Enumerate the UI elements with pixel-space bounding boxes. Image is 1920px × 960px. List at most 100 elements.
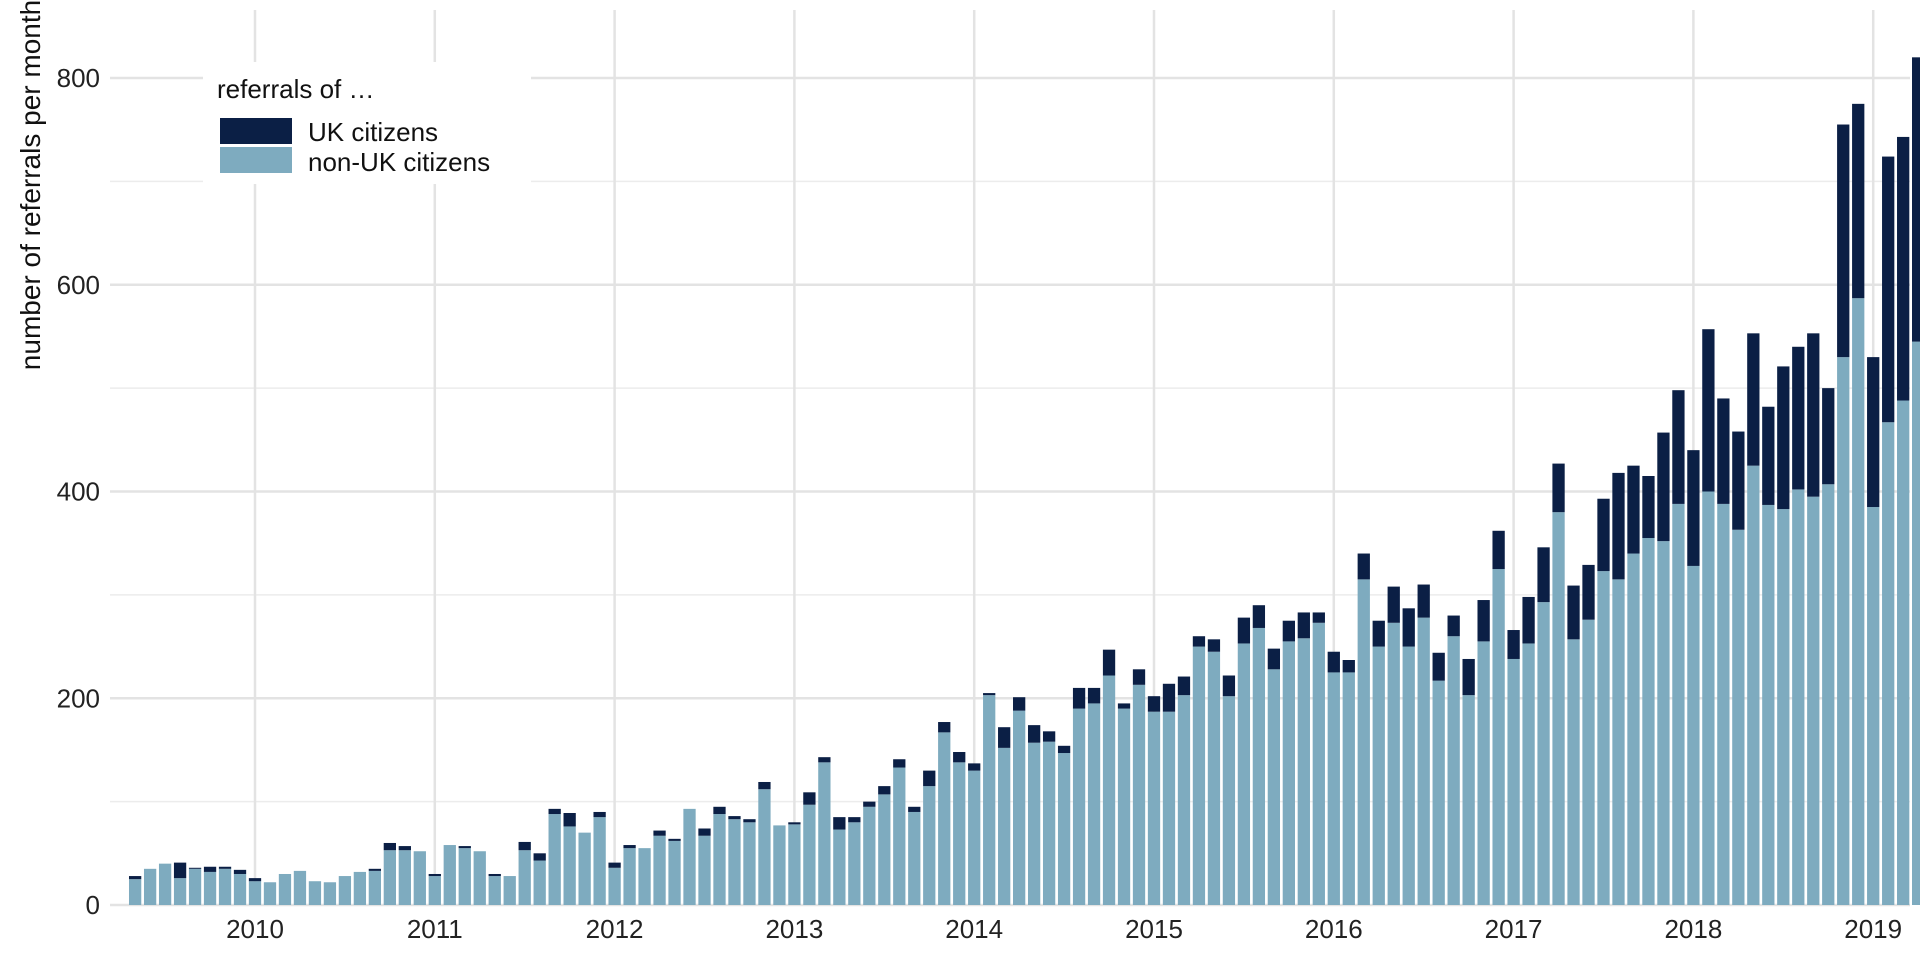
- bar-non-uk: [368, 870, 382, 905]
- bar-non-uk: [1207, 651, 1221, 905]
- bar-non-uk: [863, 806, 876, 905]
- x-tick-label: 2019: [1844, 914, 1902, 944]
- bar-non-uk: [1597, 571, 1610, 905]
- bar-uk: [608, 862, 621, 868]
- bar-uk: [848, 817, 861, 823]
- bar-uk: [1417, 584, 1430, 618]
- bar-non-uk: [1013, 710, 1026, 905]
- bar-uk: [1102, 649, 1116, 676]
- bar-non-uk: [1777, 509, 1790, 905]
- bar-non-uk: [428, 876, 441, 905]
- bar-non-uk: [1822, 484, 1835, 905]
- bar-uk: [758, 781, 771, 790]
- bar-non-uk: [218, 868, 232, 905]
- bar-uk: [1807, 333, 1820, 497]
- x-tick-label: 2017: [1485, 914, 1543, 944]
- bar-uk: [1672, 390, 1685, 504]
- bar-uk: [983, 693, 996, 696]
- bar-non-uk: [1177, 695, 1191, 905]
- bar-non-uk: [1252, 627, 1266, 905]
- bar-non-uk: [893, 767, 906, 905]
- bar-uk: [593, 811, 606, 818]
- bar-uk: [1837, 124, 1850, 358]
- bar-non-uk: [548, 814, 561, 905]
- bar-uk: [878, 786, 891, 795]
- bar-uk: [1282, 620, 1295, 642]
- bar-non-uk: [1717, 503, 1730, 905]
- y-tick-label: 800: [57, 63, 100, 93]
- bar-non-uk: [1057, 753, 1071, 905]
- bar-non-uk: [878, 794, 891, 905]
- bar-non-uk: [1372, 646, 1385, 905]
- bar-non-uk: [728, 819, 741, 905]
- bar-non-uk: [1297, 638, 1310, 905]
- bar-uk: [833, 817, 846, 830]
- bar-non-uk: [1747, 465, 1760, 905]
- bar-non-uk: [1792, 489, 1805, 905]
- bar-non-uk: [1687, 565, 1700, 905]
- bar-uk: [1762, 406, 1775, 505]
- bar-non-uk: [998, 747, 1011, 905]
- bar-uk: [863, 801, 876, 807]
- bar-non-uk: [578, 832, 591, 905]
- bar-non-uk: [668, 840, 681, 905]
- bar-uk: [1432, 652, 1445, 681]
- bar-non-uk: [638, 848, 651, 905]
- bar-uk: [458, 846, 471, 849]
- bar-non-uk: [458, 848, 471, 905]
- bar-non-uk: [1552, 512, 1565, 905]
- bar-uk: [1717, 398, 1730, 504]
- x-tick-label: 2016: [1305, 914, 1363, 944]
- bar-non-uk: [1342, 672, 1355, 905]
- bar-uk: [1537, 547, 1550, 603]
- bar-non-uk: [908, 811, 921, 905]
- bar-uk: [533, 853, 546, 861]
- bar-uk: [548, 808, 561, 815]
- bar-uk: [1327, 651, 1340, 673]
- bar-non-uk: [143, 868, 157, 905]
- bar-uk: [1867, 357, 1880, 508]
- bar-non-uk: [1042, 741, 1056, 905]
- bar-uk: [1177, 676, 1191, 696]
- bar-uk: [1897, 136, 1910, 401]
- bar-uk: [1252, 605, 1266, 628]
- bar-uk: [1687, 450, 1700, 566]
- bar-non-uk: [1162, 711, 1176, 905]
- bar-non-uk: [1672, 503, 1685, 905]
- bar-uk: [953, 752, 966, 763]
- x-tick-label: 2010: [226, 914, 284, 944]
- bar-non-uk: [938, 732, 951, 905]
- bar-non-uk: [1882, 422, 1895, 905]
- bar-uk: [188, 867, 202, 869]
- bar-non-uk: [338, 876, 352, 905]
- bar-uk: [518, 841, 531, 851]
- bar-uk: [218, 866, 232, 869]
- bar-uk: [1492, 530, 1505, 570]
- bar-non-uk: [698, 835, 711, 905]
- bar-uk: [1162, 683, 1176, 712]
- bar-non-uk: [593, 817, 606, 905]
- x-tick-label: 2011: [407, 914, 463, 944]
- bar-non-uk: [608, 867, 621, 905]
- bar-uk: [938, 722, 951, 733]
- bar-non-uk: [1237, 643, 1251, 905]
- bar-uk: [1447, 615, 1460, 637]
- bars: [128, 57, 1920, 906]
- bar-uk: [1132, 669, 1146, 685]
- bar-non-uk: [653, 835, 666, 905]
- bar-non-uk: [773, 825, 786, 905]
- bar-uk: [1732, 431, 1745, 530]
- bar-uk: [1042, 731, 1056, 742]
- bar-non-uk: [563, 826, 576, 905]
- bar-non-uk: [353, 871, 367, 905]
- x-tick-label: 2012: [586, 914, 644, 944]
- bar-uk: [1627, 465, 1640, 554]
- bar-uk: [1642, 475, 1655, 539]
- bar-uk: [1117, 703, 1131, 709]
- bar-non-uk: [818, 762, 831, 905]
- bar-uk: [668, 838, 681, 841]
- bar-non-uk: [1732, 529, 1745, 905]
- bar-non-uk: [968, 770, 981, 905]
- y-tick-label: 600: [57, 270, 100, 300]
- bar-non-uk: [1447, 636, 1460, 905]
